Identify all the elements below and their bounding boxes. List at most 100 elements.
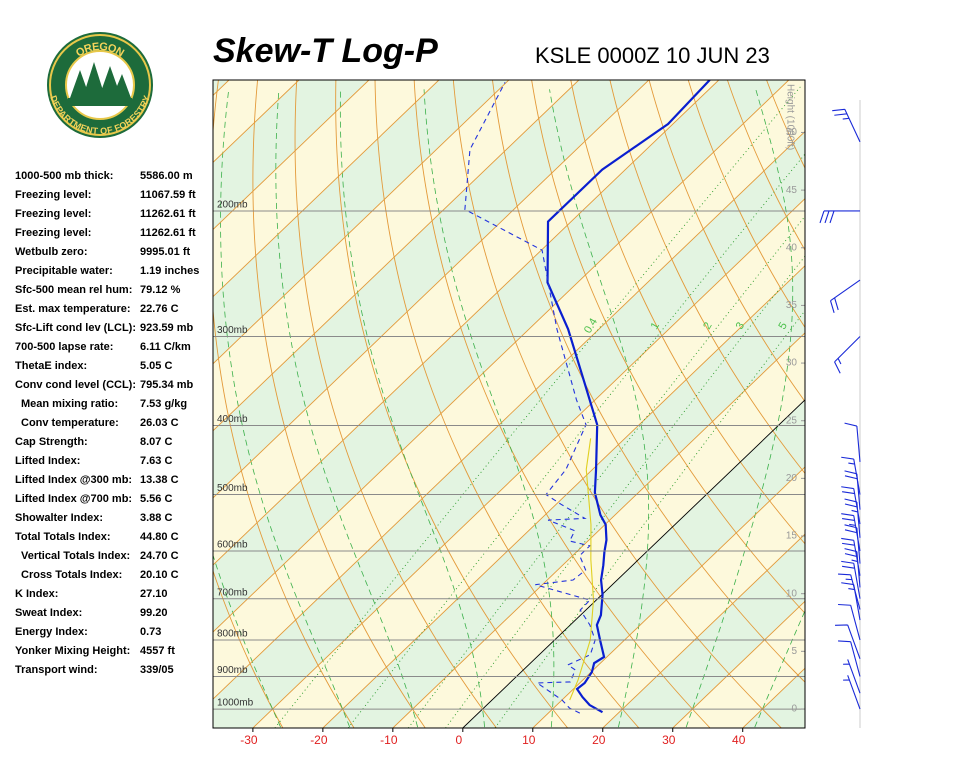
- index-label: Vertical Totals Index:: [21, 550, 130, 562]
- index-value: 26.03 C: [140, 417, 179, 429]
- isotherm: [462, 399, 805, 728]
- index-label: Sweat Index:: [15, 607, 82, 619]
- index-value: 0.73: [140, 626, 161, 638]
- sounding-line: [569, 438, 595, 701]
- logo-trees: [70, 62, 131, 100]
- chart-title: Skew-T Log-P: [213, 32, 438, 70]
- index-value: 5.56 C: [140, 493, 172, 505]
- moist-adiabat: [213, 553, 281, 728]
- sounding-line: [546, 80, 711, 714]
- sounding-line: [464, 82, 596, 714]
- pressure-label: 1000mb: [217, 698, 254, 709]
- index-value: 339/05: [140, 664, 174, 676]
- index-label: Freezing level:: [15, 227, 91, 239]
- wind-barbs: [819, 108, 861, 710]
- plot-border: [212, 79, 806, 729]
- plot-area: [213, 80, 960, 728]
- logo-rim: [49, 34, 151, 136]
- index-value: 27.10: [140, 588, 168, 600]
- height-label: 25: [786, 415, 798, 426]
- index-label: Wetbulb zero:: [15, 246, 88, 258]
- mixing-ratio-label: 2: [701, 320, 714, 331]
- index-value: 11262.61 ft: [140, 208, 196, 220]
- index-label: Lifted Index @300 mb:: [15, 474, 132, 486]
- pressure-label: 500mb: [217, 483, 248, 494]
- dry-adiabat: [570, 80, 805, 545]
- dry-adiabat: [492, 80, 805, 683]
- mixing-ratio-label: 1: [649, 320, 662, 331]
- height-axis-title: Height (1000ft): [784, 84, 795, 150]
- height-label: 10: [786, 588, 798, 599]
- isotherm: [322, 265, 805, 728]
- wind-barb: [841, 582, 861, 621]
- x-tick-label: 40: [732, 733, 746, 747]
- index-label: Yonker Mixing Height:: [15, 645, 130, 657]
- index-label: Lifted Index @700 mb:: [15, 493, 132, 505]
- isotherm-band: [883, 80, 960, 728]
- index-label: Lifted Index:: [15, 455, 80, 467]
- mixing-ratio-label: 3: [734, 320, 747, 331]
- index-value: 7.53 g/kg: [140, 398, 187, 410]
- index-value: 4557 ft: [140, 645, 175, 657]
- index-label: Transport wind:: [15, 664, 98, 676]
- wind-barb: [829, 279, 861, 313]
- isotherm-band: [213, 131, 805, 728]
- logo-top-text: OREGON: [74, 41, 126, 60]
- mixing-ratio-line: [445, 255, 805, 728]
- isotherm: [602, 533, 805, 728]
- height-label: 20: [786, 473, 798, 484]
- index-label: Est. max temperature:: [15, 303, 131, 315]
- dry-adiabat: [294, 80, 497, 728]
- index-label: Conv cond level (CCL):: [15, 379, 136, 391]
- wind-barb: [844, 524, 861, 564]
- isotherm: [213, 80, 370, 231]
- dry-adiabat: [845, 80, 960, 728]
- pressure-label: 300mb: [217, 325, 248, 336]
- index-value: 5586.00 m: [140, 170, 193, 182]
- index-value: 795.34 mb: [140, 379, 193, 391]
- height-label: 50: [786, 127, 798, 138]
- moist-adiabat: [423, 89, 555, 728]
- dry-adiabat: [252, 80, 426, 728]
- index-label: Freezing level:: [15, 208, 91, 220]
- index-value: 9995.01 ft: [140, 246, 190, 258]
- index-value: 11262.61 ft: [140, 227, 196, 239]
- index-label: Total Totals Index:: [15, 531, 111, 543]
- wind-barb: [819, 210, 860, 224]
- moist-adiabat: [339, 89, 485, 728]
- x-tick-label: 0: [455, 733, 462, 747]
- x-tick-label: -30: [240, 733, 258, 747]
- index-value: 11067.59 ft: [140, 189, 196, 201]
- dry-adiabat: [413, 80, 711, 728]
- wind-barb: [838, 640, 861, 677]
- mixing-ratio-line: [494, 309, 805, 728]
- wind-barb: [834, 336, 861, 374]
- index-value: 13.38 C: [140, 474, 179, 486]
- x-tick-label: 30: [662, 733, 676, 747]
- index-label: ThetaE index:: [15, 360, 87, 372]
- index-value: 1.19 inches: [140, 265, 199, 277]
- height-label: 40: [786, 242, 798, 253]
- height-label: 0: [791, 704, 797, 715]
- height-label: 30: [786, 358, 798, 369]
- isotherm: [813, 80, 960, 728]
- index-label: Sfc-500 mean rel hum:: [15, 284, 132, 296]
- wind-barb: [843, 675, 861, 710]
- pressure-label: 400mb: [217, 414, 248, 425]
- moist-adiabat: [549, 89, 650, 728]
- x-tick-label: -10: [380, 733, 398, 747]
- height-label: 45: [786, 185, 798, 196]
- mixing-ratio-label: 5: [777, 320, 790, 331]
- dry-adiabat: [687, 80, 805, 329]
- index-label: Mean mixing ratio:: [21, 398, 118, 410]
- isotherm: [392, 332, 805, 728]
- dry-adiabat: [648, 80, 805, 403]
- isotherm: [213, 80, 720, 566]
- dry-adiabat: [923, 80, 960, 728]
- isotherm: [213, 80, 510, 365]
- dry-adiabat: [531, 80, 805, 614]
- plot-overlay: 0.4 1 2 3 5200mb300mb400mb500mb600mb700mb800…: [212, 79, 806, 747]
- index-value: 44.80 C: [140, 531, 179, 543]
- index-value: 6.11 C/km: [140, 341, 191, 353]
- index-label: 700-500 lapse rate:: [15, 341, 113, 353]
